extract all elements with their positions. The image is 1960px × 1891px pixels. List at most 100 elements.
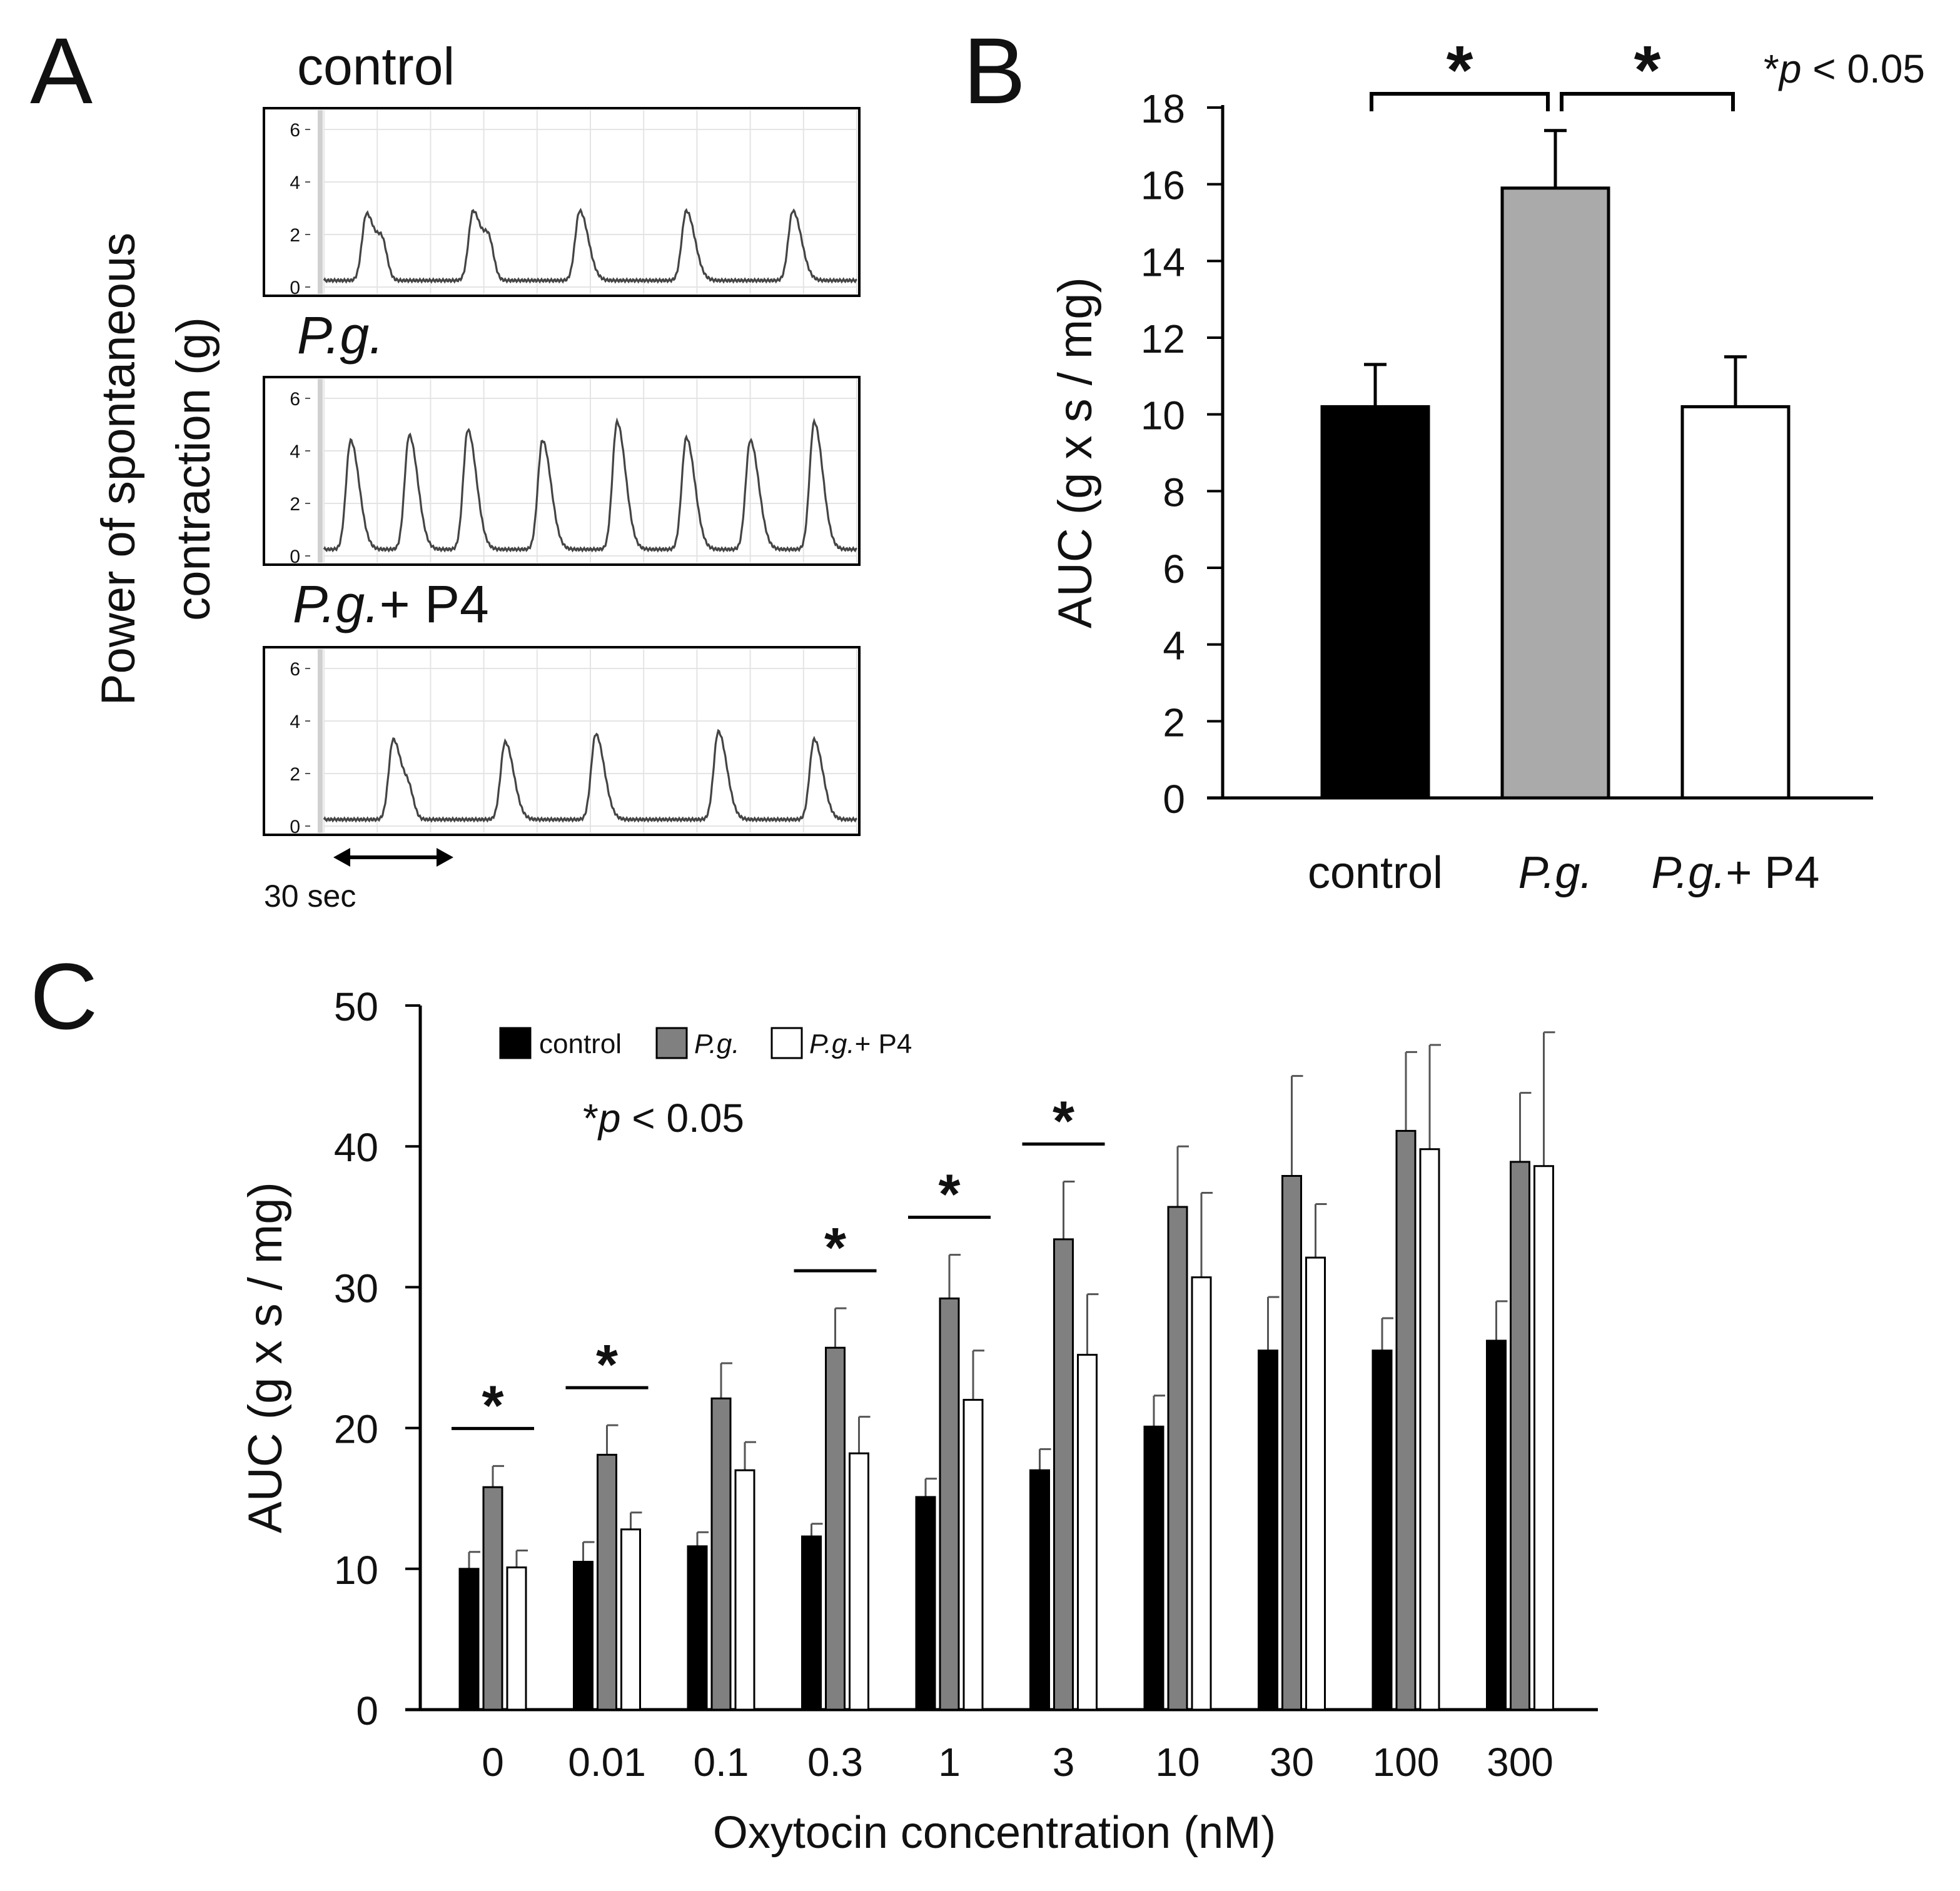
panel-c-bar-pg-p4	[962, 1399, 984, 1711]
trace-frame-pg-p4	[263, 646, 861, 836]
panel-c-x-tick-label: 1	[938, 1740, 961, 1785]
legend-label-pg: P.g.	[694, 1029, 740, 1059]
panel-b-y-tick-label: 16	[1141, 163, 1185, 208]
panel-b-y-tick-label: 8	[1163, 470, 1185, 515]
scale-bar-left-arrow	[333, 848, 350, 867]
panel-c-x-tick-label: 0.3	[807, 1740, 863, 1785]
panel-c-y-tick-label: 40	[334, 1125, 378, 1170]
panel-c-bar-pg	[1281, 1174, 1302, 1711]
panel-b-y-tick-label: 18	[1141, 86, 1185, 131]
panel-b-x-tick-label-part: P.g.	[1518, 848, 1593, 898]
panel-c-bar-pg-p4	[734, 1469, 755, 1711]
trace-frame-control	[263, 107, 861, 297]
panel-c-x-tick-label: 0.1	[694, 1740, 749, 1785]
panel-c-bar-pg-p4	[849, 1452, 869, 1711]
trace-line-control	[323, 208, 857, 284]
panel-b-y-tick-label: 4	[1163, 623, 1185, 668]
panel-b-sig-note-p: p	[1778, 46, 1802, 91]
panel-c-bar-control	[1486, 1339, 1507, 1711]
trace-tick-label: 4	[290, 712, 300, 732]
panel-c-bar-control	[1143, 1425, 1164, 1711]
panel-c-bar-control	[1371, 1349, 1393, 1711]
panel-c-x-tick-label: 300	[1487, 1740, 1553, 1785]
panel-c-x-axis-label: Oxytocin concentration (nM)	[713, 1808, 1276, 1858]
panel-b-y-tick-label: 0	[1163, 777, 1185, 822]
legend-label-pg-p4-rest: + P4	[855, 1029, 912, 1059]
panel-c-bar-pg	[597, 1453, 617, 1711]
panel-b-bar-2	[1680, 405, 1791, 800]
time-scale-bar: 30 sec	[264, 848, 453, 914]
scale-bar-label: 30 sec	[264, 879, 356, 914]
panel-c-y-axis-label: AUC (g x s / mg)	[239, 1182, 292, 1533]
panel-c-bar-pg-p4	[1191, 1276, 1212, 1711]
panel-c-sig-star: *	[938, 1164, 960, 1226]
panel-b-bar-1	[1500, 186, 1610, 800]
panel-c-sig-note-star: *	[583, 1096, 599, 1141]
panel-c-bar-pg-p4	[506, 1566, 527, 1711]
panel-c-bar-pg	[1167, 1206, 1188, 1711]
panel-c-bar-control	[458, 1568, 480, 1711]
trace-strip-control	[318, 110, 323, 294]
panel-c-y-tick-label: 10	[334, 1548, 378, 1593]
panel-b-y-tick-label: 14	[1141, 240, 1185, 285]
panel-b-y-tick-label: 12	[1141, 316, 1185, 361]
trace-tick-label: 4	[290, 441, 300, 462]
panel-c: C *p < 0.05 control P.g. P.g.+ P4 010203…	[30, 944, 1598, 1858]
panel-b-sig-bracket	[1370, 92, 1550, 111]
panel-b-sig-note: *p < 0.05	[1764, 46, 1925, 91]
panel-c-bar-control	[687, 1545, 708, 1711]
panel-c-y-tick-label: 30	[334, 1266, 378, 1311]
trace-tick-label: 4	[290, 173, 300, 193]
panel-c-label: C	[30, 944, 98, 1049]
panel-c-bar-pg	[825, 1346, 846, 1711]
panel-a-ylabel: Power of spontaneous contraction (g)	[92, 233, 220, 705]
legend-swatch-pg-p4	[770, 1027, 803, 1059]
panel-b-sig-note-star: *	[1764, 46, 1779, 91]
panel-c-y-tick-label: 20	[334, 1407, 378, 1452]
panel-c-x-tick-label: 0	[482, 1740, 504, 1785]
panel-c-sig-note-rest: < 0.05	[621, 1096, 745, 1141]
panel-c-x-tick-label: 3	[1053, 1740, 1075, 1785]
trace-label-italic-pg-p4: P.g.	[293, 575, 380, 633]
trace-line-pg-p4	[323, 729, 857, 823]
panel-b-sig-star: *	[1447, 32, 1473, 109]
panel-c-sig-star: *	[596, 1334, 618, 1396]
panel-c-bar-control	[1258, 1349, 1278, 1711]
legend-label-control: control	[539, 1029, 622, 1059]
panel-b-sig-star: *	[1634, 32, 1661, 109]
panel-b-y-tick-label: 6	[1163, 547, 1185, 592]
panel-c-bar-control	[573, 1561, 594, 1711]
trace-strip-pg	[318, 379, 323, 563]
panel-c-y-tick-label: 50	[334, 984, 378, 1029]
trace-tick-label: 2	[290, 764, 300, 785]
panel-b-sig-note-rest: < 0.05	[1802, 46, 1926, 91]
panel-b-x-tick-label: P.g.	[1518, 848, 1593, 898]
panel-c-bar-control	[801, 1535, 822, 1711]
panel-c-bar-pg	[1510, 1161, 1530, 1711]
panel-c-y-tick-label: 0	[356, 1688, 378, 1733]
panel-c-bar-pg-p4	[1077, 1353, 1098, 1711]
panel-a: A Power of spontaneous contraction (g) c…	[30, 18, 861, 914]
trace-label-control: control	[297, 37, 455, 96]
panel-c-bar-pg	[710, 1397, 732, 1711]
trace-label-rest-pg-p4: + P4	[380, 575, 489, 633]
panel-c-sig-star: *	[1053, 1091, 1074, 1153]
panel-b-label: B	[963, 18, 1026, 123]
panel-a-ylabel-line2: contraction (g)	[167, 317, 220, 621]
panel-b-x-tick-label: control	[1308, 848, 1443, 898]
panel-c-sig-star: *	[482, 1374, 503, 1437]
panel-b-y-tick-label: 10	[1141, 393, 1185, 438]
panel-a-label: A	[30, 18, 93, 123]
panel-b-x-tick-label-part: P.g.	[1652, 848, 1726, 898]
trace-frame-pg	[263, 376, 861, 566]
panel-b-x-tick-label-part: control	[1308, 848, 1443, 898]
trace-tick-label: 2	[290, 494, 300, 515]
trace-tick-label: 6	[290, 659, 300, 680]
legend-label-pg-p4: P.g.+ P4	[809, 1029, 912, 1059]
trace-tick-label: 0	[290, 547, 300, 567]
legend-swatch-pg	[655, 1027, 688, 1059]
panel-b-sig-bracket	[1560, 92, 1735, 111]
panel-c-bar-pg	[1395, 1129, 1417, 1711]
